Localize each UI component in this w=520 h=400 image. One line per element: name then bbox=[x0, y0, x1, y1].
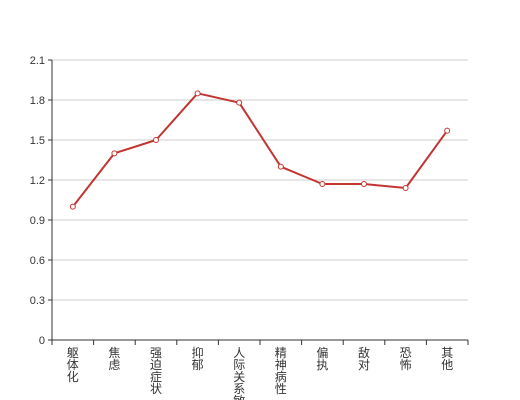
data-point[interactable] bbox=[153, 137, 159, 143]
x-tick-label: 焦虑 bbox=[108, 346, 120, 372]
y-tick-label: 1.8 bbox=[30, 95, 45, 107]
series-layer bbox=[69, 90, 451, 210]
data-point[interactable] bbox=[69, 203, 76, 210]
y-tick-label: 1.2 bbox=[30, 175, 45, 187]
y-tick-label: 2.1 bbox=[30, 55, 45, 67]
x-tick-label: 抑郁 bbox=[192, 345, 204, 372]
x-axis-labels: 躯体化 焦虑 强迫症状 抑郁 人际关系敏感 精神病性 偏执 敌对 恐怖 其他 bbox=[67, 345, 453, 400]
y-tick-label: 0.9 bbox=[30, 215, 45, 227]
data-point[interactable] bbox=[277, 163, 284, 170]
series-line bbox=[72, 92, 449, 208]
y-tick-label: 0.6 bbox=[30, 255, 45, 267]
x-tick-label: 躯体化 bbox=[67, 345, 79, 384]
y-tick-label: 1.5 bbox=[30, 135, 45, 147]
x-tick-label: 偏执 bbox=[316, 345, 328, 372]
y-tick-label: 0 bbox=[39, 335, 45, 347]
data-point[interactable] bbox=[111, 150, 118, 157]
axes bbox=[51, 60, 469, 345]
y-axis-ticks: 0 0.3 0.6 0.9 1.2 1.5 1.8 2.1 bbox=[30, 55, 52, 347]
data-point[interactable] bbox=[194, 90, 201, 97]
x-tick-label: 人际关系敏感 bbox=[233, 346, 245, 400]
x-tick-label: 其他 bbox=[441, 346, 453, 372]
x-tick-label: 精神病性 bbox=[275, 346, 287, 396]
data-point[interactable] bbox=[444, 127, 451, 134]
grid-lines bbox=[52, 59, 468, 301]
data-point[interactable] bbox=[361, 181, 367, 187]
x-tick-label: 强迫症状 bbox=[150, 346, 162, 396]
x-tick-label: 敌对 bbox=[358, 345, 370, 372]
data-point[interactable] bbox=[319, 181, 326, 187]
data-point[interactable] bbox=[236, 99, 243, 106]
x-tick-label: 恐怖 bbox=[400, 346, 412, 372]
data-point[interactable] bbox=[402, 185, 409, 191]
y-tick-label: 0.3 bbox=[30, 295, 45, 307]
